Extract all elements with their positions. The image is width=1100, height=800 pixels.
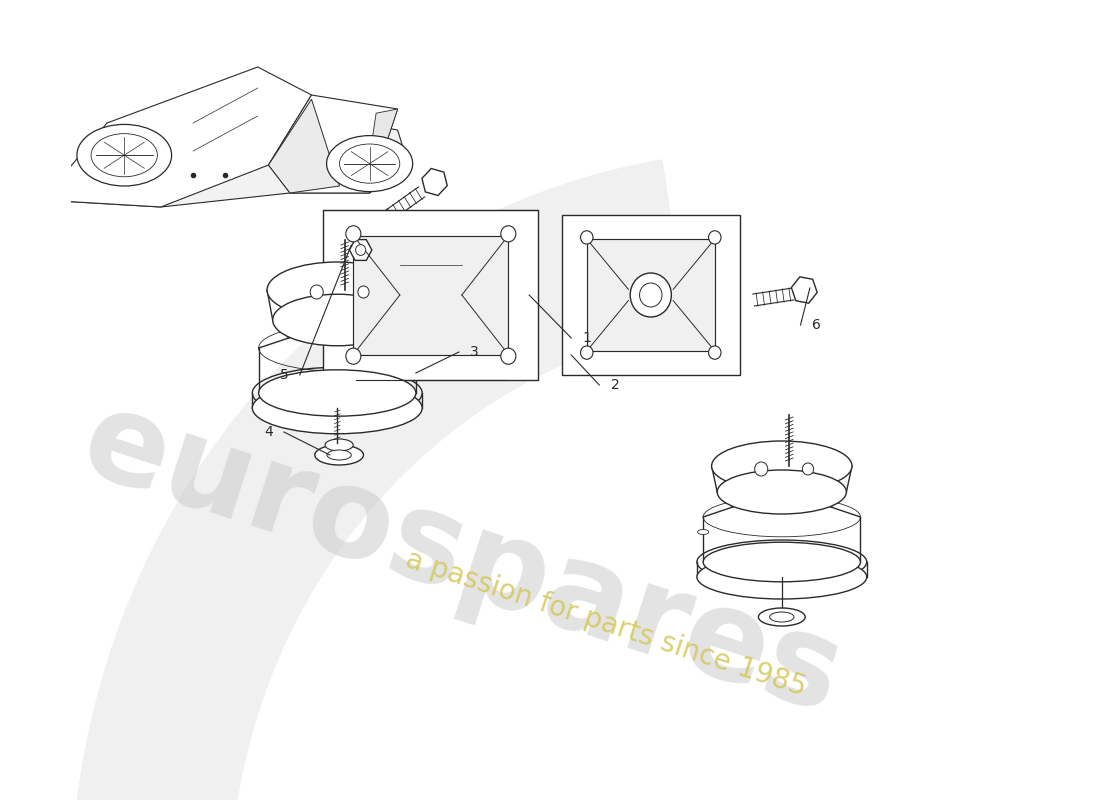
Circle shape: [581, 346, 593, 359]
Polygon shape: [70, 159, 687, 800]
Ellipse shape: [326, 439, 353, 451]
Ellipse shape: [340, 144, 399, 183]
Circle shape: [639, 283, 662, 307]
Polygon shape: [353, 235, 508, 354]
Ellipse shape: [712, 441, 852, 491]
Circle shape: [500, 226, 516, 242]
Ellipse shape: [77, 124, 172, 186]
Ellipse shape: [252, 382, 422, 434]
Text: 4: 4: [264, 425, 273, 439]
Circle shape: [345, 348, 361, 364]
Ellipse shape: [91, 134, 157, 177]
Circle shape: [310, 285, 323, 299]
Ellipse shape: [315, 445, 363, 465]
Ellipse shape: [697, 530, 708, 534]
Circle shape: [708, 230, 720, 244]
Circle shape: [355, 245, 365, 255]
Polygon shape: [323, 210, 539, 380]
Circle shape: [708, 346, 720, 359]
Text: 2: 2: [610, 378, 619, 392]
Polygon shape: [268, 99, 340, 193]
Text: 5: 5: [279, 368, 288, 382]
Text: eurospares: eurospares: [67, 380, 856, 740]
Ellipse shape: [770, 612, 794, 622]
Polygon shape: [43, 116, 408, 207]
Ellipse shape: [703, 542, 860, 582]
Text: 3: 3: [470, 345, 478, 359]
Circle shape: [358, 286, 370, 298]
Circle shape: [755, 462, 768, 476]
Circle shape: [630, 273, 671, 317]
Polygon shape: [365, 109, 397, 193]
Polygon shape: [562, 215, 739, 375]
Text: a passion for parts since 1985: a passion for parts since 1985: [402, 546, 810, 702]
Ellipse shape: [273, 294, 402, 346]
Polygon shape: [268, 95, 397, 193]
Circle shape: [802, 463, 814, 475]
Text: 1: 1: [583, 331, 592, 345]
Ellipse shape: [327, 450, 351, 460]
Circle shape: [345, 226, 361, 242]
Circle shape: [581, 230, 593, 244]
Ellipse shape: [258, 370, 416, 416]
Ellipse shape: [758, 608, 805, 626]
Ellipse shape: [267, 262, 407, 318]
Ellipse shape: [697, 555, 867, 599]
Polygon shape: [586, 239, 715, 351]
Text: 6: 6: [812, 318, 821, 332]
Circle shape: [500, 348, 516, 364]
Ellipse shape: [327, 135, 412, 192]
Polygon shape: [43, 67, 311, 207]
Ellipse shape: [717, 470, 846, 514]
